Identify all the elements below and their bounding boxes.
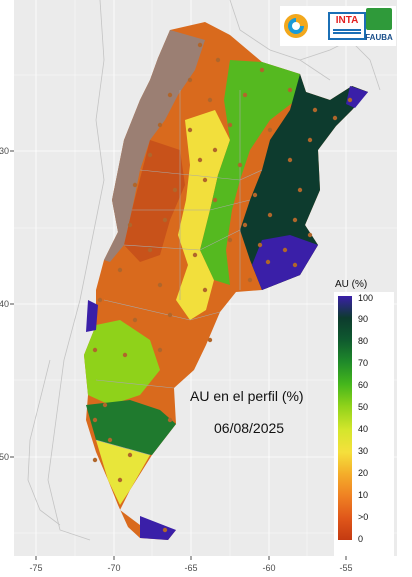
legend-label: 100 — [358, 293, 374, 303]
legend-label: 60 — [358, 380, 369, 390]
inta-logo-text: INTA — [335, 15, 359, 26]
andes-zone — [104, 30, 205, 262]
moisture-field — [84, 22, 368, 540]
inta-logo: INTA — [328, 12, 366, 40]
y-tick-label: 30 — [0, 146, 9, 156]
y-tick-label: 50 — [0, 452, 9, 462]
patagonia-yellow — [96, 440, 150, 505]
circle-logo-icon — [284, 14, 308, 38]
legend-label: 10 — [358, 490, 369, 500]
legend-label: 90 — [358, 314, 369, 324]
map-title: AU en el perfil (%) — [190, 388, 304, 404]
legend-label: 30 — [358, 446, 369, 456]
legend-label: 0 — [358, 534, 364, 544]
legend-label: >0 — [358, 512, 369, 522]
wave-icon — [333, 32, 361, 34]
x-tick-label: -65 — [184, 563, 197, 573]
yellow-band — [176, 110, 230, 320]
fauba-emblem-icon — [366, 8, 392, 30]
dry-band — [124, 140, 185, 262]
x-axis: -75 -70 -65 -60 -55 — [29, 556, 353, 573]
legend-label: 80 — [358, 336, 369, 346]
legend-label: 20 — [358, 468, 369, 478]
wet-zone — [240, 74, 368, 290]
x-tick-label: -75 — [29, 563, 42, 573]
green-band — [200, 60, 300, 285]
legend-title: AU (%) — [335, 279, 368, 290]
map-date: 06/08/2025 — [214, 420, 285, 436]
legend-label: 70 — [358, 358, 369, 368]
flooded-zone — [252, 235, 318, 290]
tierra-del-fuego — [140, 516, 176, 540]
flooded-zone-ne — [346, 86, 368, 108]
province-borders — [95, 90, 263, 456]
y-axis: 30 40 50 — [0, 146, 14, 462]
fauba-logo-text: FAUBA — [365, 33, 393, 42]
x-tick-label: -55 — [339, 563, 352, 573]
y-tick-label: 40 — [0, 299, 9, 309]
legend-colorbar — [334, 292, 394, 556]
patagonia-green — [84, 320, 160, 405]
wave-icon — [333, 29, 361, 31]
legend-label: 50 — [358, 402, 369, 412]
x-tick-label: -70 — [107, 563, 120, 573]
legend-label: 40 — [358, 424, 369, 434]
logo-strip: INTA FAUBA — [280, 6, 396, 46]
fauba-logo: FAUBA — [364, 8, 394, 46]
x-tick-label: -60 — [262, 563, 275, 573]
station-points — [92, 42, 353, 533]
andes-purple — [86, 300, 98, 332]
